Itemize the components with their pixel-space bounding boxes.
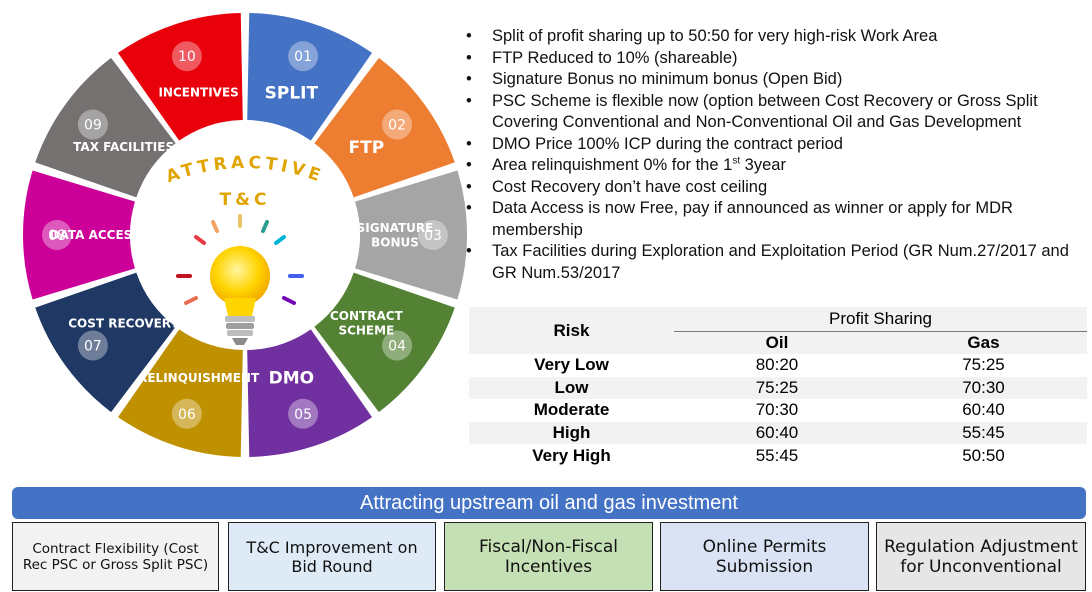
- segment-number-circle: [288, 398, 319, 429]
- table-cell-risk: Moderate: [469, 399, 674, 422]
- segment-number: 07: [84, 339, 102, 355]
- segment-label: DATA ACCESS: [50, 228, 141, 242]
- table-cell-gas: 70:30: [880, 376, 1087, 400]
- oil-header: Oil: [674, 331, 880, 354]
- table-cell-oil: 60:40: [674, 421, 880, 445]
- segment-number-circle: [77, 330, 108, 361]
- segment-number-circle: [171, 398, 202, 429]
- table-cell-oil: 80:20: [674, 354, 880, 377]
- profit-sharing-table: Risk Profit Sharing Oil Gas Very Low 80:2…: [469, 307, 1087, 467]
- wheel-segment-contract-scheme: 04 CONTRACT SCHEME: [314, 272, 455, 413]
- segment-label: RELINQUISHMENT: [138, 371, 260, 385]
- initiative-label: Online Permits Submission: [702, 536, 827, 577]
- segment-number: 01: [294, 49, 312, 65]
- segment-number: 04: [388, 339, 406, 355]
- bullet-item: Cost Recovery don’t have cost ceiling: [466, 177, 1081, 199]
- investment-banner: Attracting upstream oil and gas investme…: [12, 487, 1086, 519]
- wheel-segment-relinquishment: 06 RELINQUISHMENT: [117, 329, 260, 457]
- table-cell-gas: 60:40: [880, 399, 1087, 422]
- feature-bullet-list: Split of profit sharing up to 50:50 for …: [466, 26, 1081, 284]
- bullet-item: Split of profit sharing up to 50:50 for …: [466, 26, 1081, 48]
- table-cell-gas: 55:45: [880, 421, 1087, 445]
- segment-label: CONTRACT SCHEME: [330, 309, 404, 337]
- table-cell-risk: High: [469, 421, 674, 445]
- bullet-item: Tax Facilities during Exploration and Ex…: [466, 241, 1081, 284]
- wheel-segment-cost-recovery: 07 COST RECOVERY: [35, 272, 179, 413]
- table-cell-risk: Very Low: [469, 354, 674, 377]
- table-row: Low 75:25 70:30: [469, 376, 1087, 400]
- segment-number: 06: [178, 407, 196, 423]
- segment-number-circle: [418, 220, 448, 250]
- segment-label: COST RECOVERY: [68, 316, 179, 330]
- table-cell-risk: Low: [469, 376, 674, 400]
- wheel-segment-split: 01 SPLIT: [247, 13, 373, 141]
- segment-number: 03: [424, 228, 442, 244]
- table-cell-oil: 75:25: [674, 376, 880, 400]
- segment-label: FTP: [349, 138, 385, 158]
- bullet-item: Area relinquishment 0% for the 1st 3year: [466, 155, 1081, 177]
- initiative-box-5: Regulation Adjustment for Unconventional: [876, 522, 1086, 591]
- segment-label: INCENTIVES: [158, 86, 238, 100]
- wheel-center-subtitle: T&C: [220, 190, 271, 210]
- bullet-item: DMO Price 100% ICP during the contract p…: [466, 134, 1081, 156]
- table-row: Very High 55:45 50:50: [469, 444, 1087, 467]
- wheel-segment-incentives: 10 INCENTIVES: [117, 13, 243, 141]
- profit-sharing-header: Profit Sharing: [674, 307, 1087, 332]
- initiative-box-2: T&C Improvement on Bid Round: [228, 522, 436, 591]
- segment-label: DMO: [269, 369, 314, 389]
- table-cell-risk: Very High: [469, 444, 674, 467]
- initiative-label: T&C Improvement on Bid Round: [246, 537, 418, 576]
- superscript: st: [732, 155, 741, 167]
- table-cell-oil: 70:30: [674, 399, 880, 422]
- table-row: High 60:40 55:45: [469, 421, 1087, 445]
- segment-number: 02: [388, 117, 406, 133]
- initiative-box-4: Online Permits Submission: [660, 522, 869, 591]
- initiative-box-3: Fiscal/Non-Fiscal Incentives: [444, 522, 653, 591]
- segment-label: SIGNATURE BONUS: [357, 221, 434, 249]
- segment-number: 09: [84, 117, 102, 133]
- bullet-item: PSC Scheme is flexible now (option betwe…: [466, 91, 1081, 134]
- lightbulb-icon: [176, 214, 304, 345]
- wheel-segment-dmo: 05 DMO: [247, 329, 373, 457]
- table-cell-gas: 75:25: [880, 354, 1087, 377]
- segment-number: 10: [178, 49, 196, 65]
- initiative-label: Regulation Adjustment for Unconventional: [884, 536, 1078, 577]
- wheel-center: [133, 123, 357, 347]
- table-row: Very Low 80:20 75:25: [469, 354, 1087, 377]
- bullet-item: Signature Bonus no minimum bonus (Open B…: [466, 69, 1081, 91]
- initiative-label: Contract Flexibility (Cost Rec PSC or Gr…: [22, 540, 209, 573]
- gas-header: Gas: [880, 331, 1087, 354]
- segment-number-circle: [382, 109, 413, 140]
- bullet-item: Data Access is now Free, pay if announce…: [466, 198, 1081, 241]
- wheel-segment-tax-facilities: 09 TAX FACILITIES: [35, 57, 176, 198]
- risk-header: Risk: [469, 307, 674, 354]
- segment-number-circle: [77, 109, 108, 140]
- segment-number-circle: [288, 41, 319, 72]
- segment-number-circle: [171, 41, 202, 72]
- initiative-box-1: Contract Flexibility (Cost Rec PSC or Gr…: [12, 522, 219, 591]
- initiative-label: Fiscal/Non-Fiscal Incentives: [479, 536, 618, 577]
- segment-number: 05: [294, 407, 312, 423]
- segment-number: 08: [48, 228, 66, 244]
- segment-label: TAX FACILITIES: [73, 140, 174, 154]
- segment-number-circle: [382, 330, 413, 361]
- table-cell-gas: 50:50: [880, 444, 1087, 467]
- bullet-item: FTP Reduced to 10% (shareable): [466, 48, 1081, 70]
- segment-label: SPLIT: [265, 83, 319, 103]
- table-cell-oil: 55:45: [674, 444, 880, 467]
- table-row: Moderate 70:30 60:40: [469, 399, 1087, 422]
- segment-number-circle: [42, 220, 72, 250]
